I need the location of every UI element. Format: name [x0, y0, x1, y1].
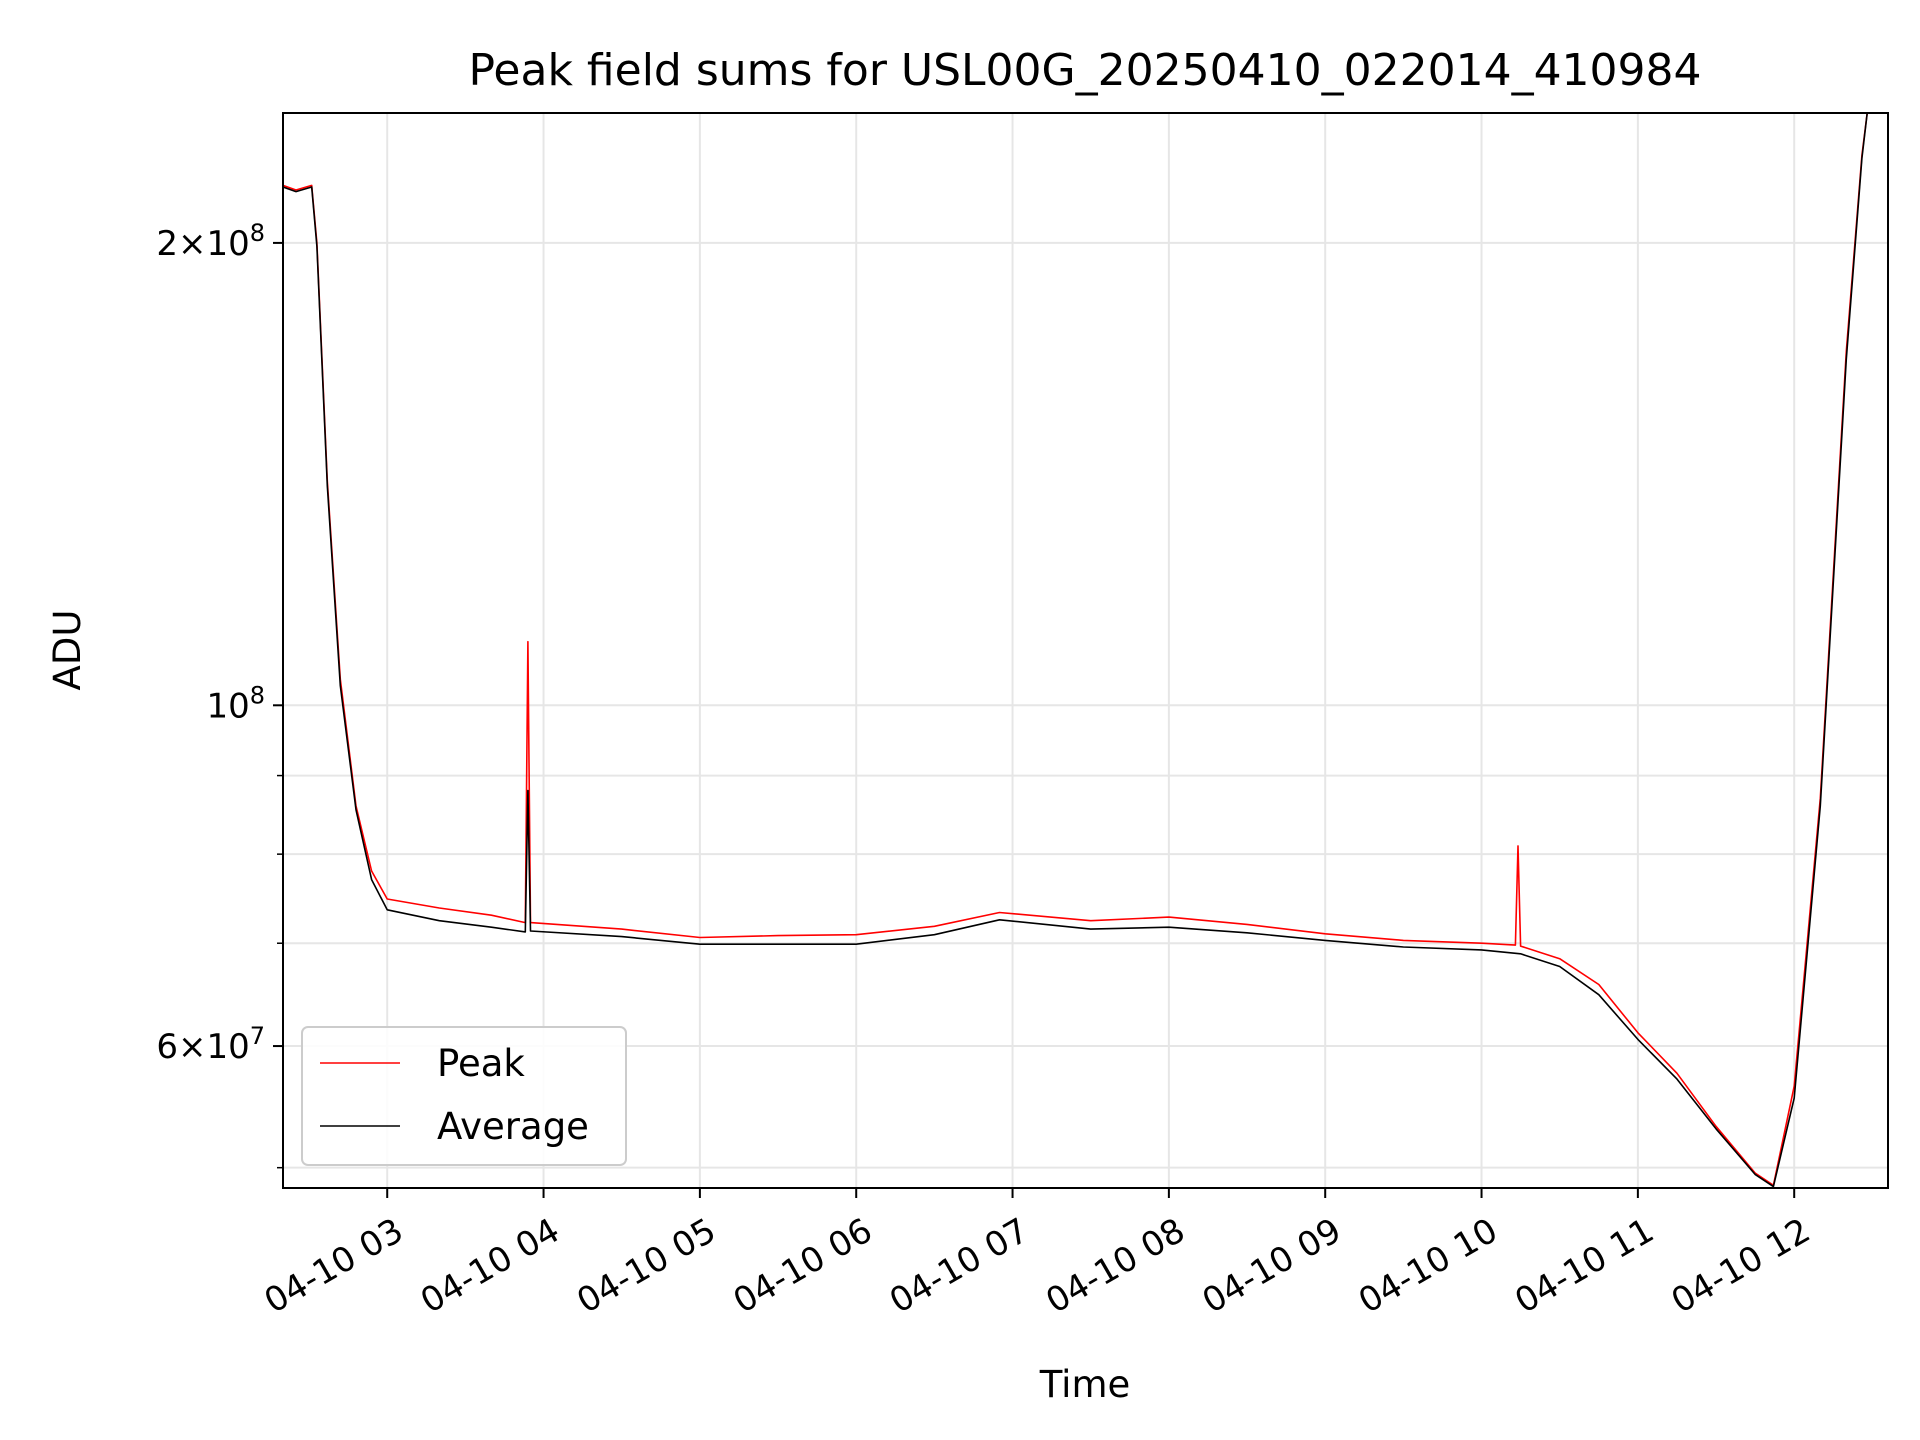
plot-frame [282, 112, 1889, 1189]
y-tick-label: 2×108 [156, 219, 265, 264]
y-axis-label: ADU [46, 610, 89, 691]
y-tick-label: 108 [206, 681, 265, 726]
x-tick-label: 04-10 04 [414, 1211, 566, 1322]
x-tick-label: 04-10 07 [883, 1211, 1035, 1322]
series-area [283, 113, 1868, 1188]
chart-title: Peak field sums for USL00G_20250410_0220… [468, 45, 1701, 96]
x-tick-label: 04-10 03 [258, 1211, 410, 1322]
x-tick-label: 04-10 11 [1508, 1211, 1660, 1322]
x-tick-label: 04-10 09 [1196, 1211, 1348, 1322]
x-tick-label: 04-10 06 [727, 1211, 879, 1322]
grid [283, 113, 1888, 1188]
x-tick-label: 04-10 08 [1039, 1211, 1191, 1322]
x-tick-label: 04-10 12 [1665, 1211, 1817, 1322]
series-line-peak [283, 113, 1868, 1187]
x-axis-label: Time [1039, 1363, 1131, 1406]
legend: Peak Average [301, 1026, 627, 1166]
legend-box [301, 1026, 627, 1166]
y-tick-label: 6×107 [156, 1022, 265, 1067]
series-line-average [283, 113, 1868, 1188]
y-axis: 2×108 108 6×107 [156, 219, 283, 1169]
x-tick-label: 04-10 10 [1352, 1211, 1504, 1322]
legend-label-average: Average [437, 1105, 589, 1148]
x-tick-label: 04-10 05 [570, 1211, 722, 1322]
x-axis: 04-10 03 04-10 04 04-10 05 04-10 06 04-10 07… [258, 1188, 1817, 1322]
legend-label-peak: Peak [437, 1042, 525, 1085]
